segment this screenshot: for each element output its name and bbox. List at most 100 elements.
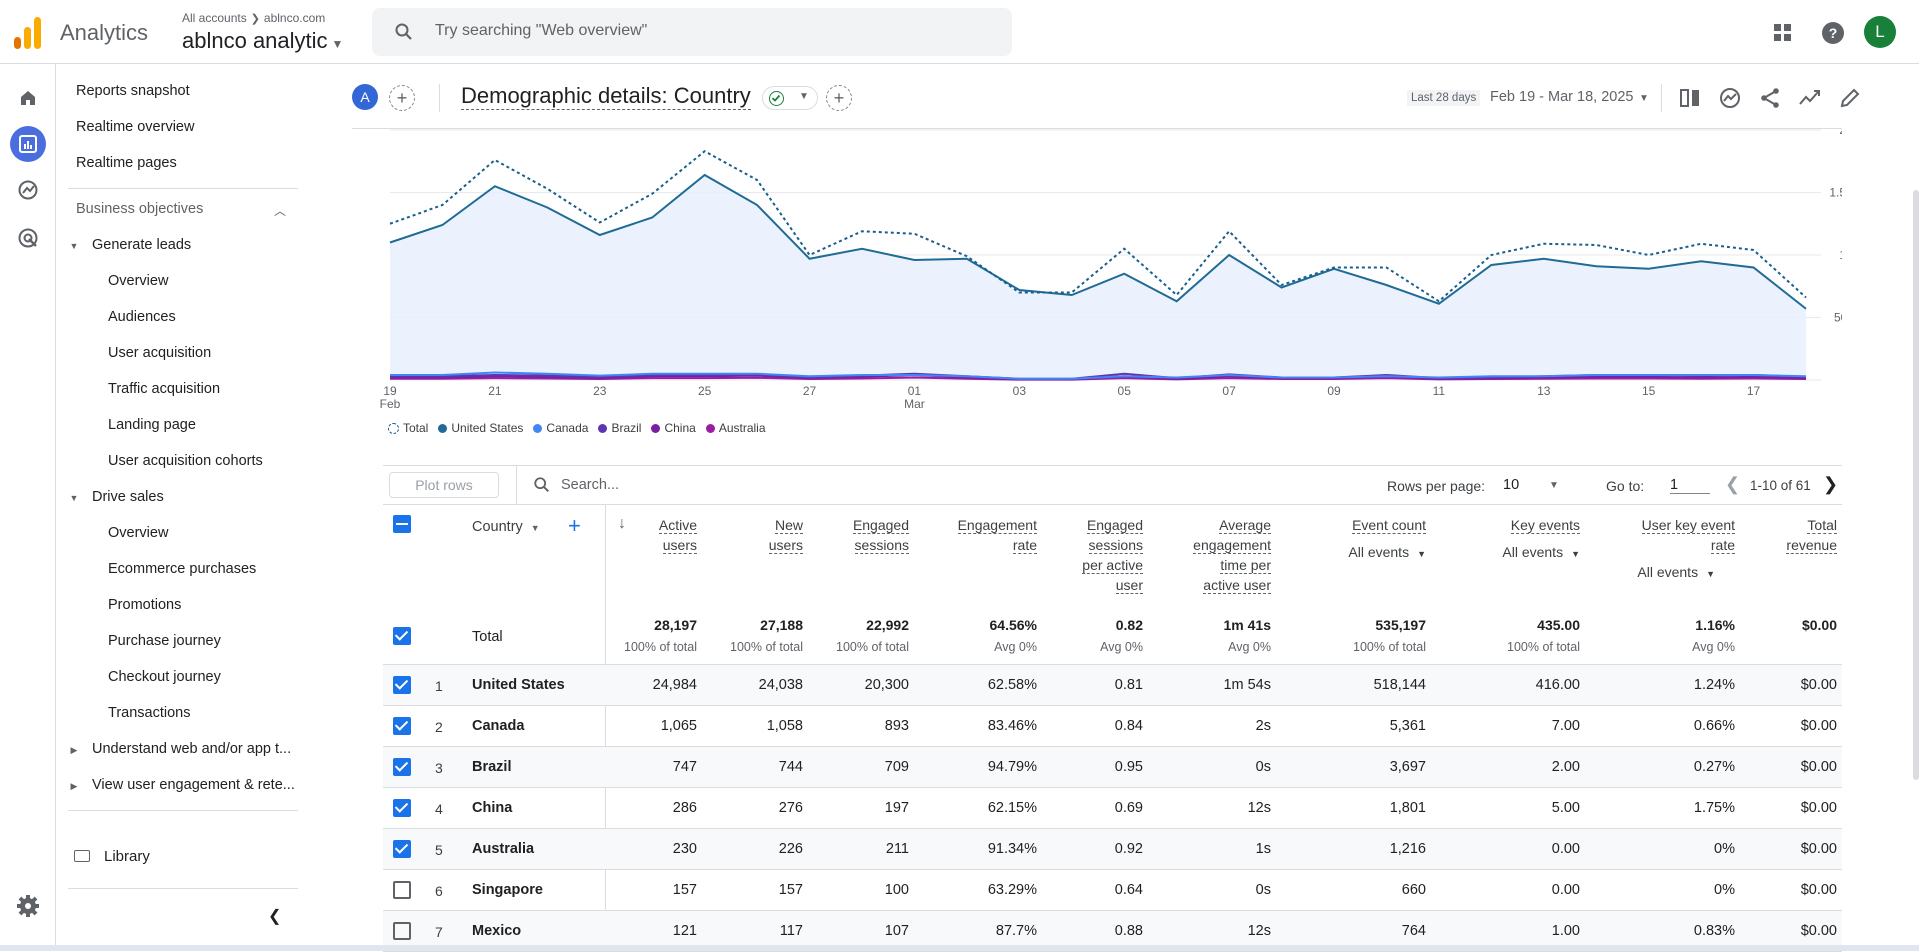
table-row[interactable]: 6 Singapore 157 157 100 63.29% 0.64 0s 660 0.00 0%…: [383, 870, 1842, 911]
row-checkbox[interactable]: [393, 840, 411, 858]
column-header-6[interactable]: Event count: [1296, 515, 1426, 535]
next-page-icon[interactable]: ❯: [1823, 474, 1839, 494]
row-checkbox[interactable]: [393, 799, 411, 817]
vertical-scrollbar[interactable]: [1913, 190, 1919, 780]
breadcrumb-site[interactable]: ablnco.com: [263, 11, 326, 25]
legend-item-canada[interactable]: Canada: [533, 421, 588, 435]
row-checkbox[interactable]: [393, 676, 411, 694]
column-header-5[interactable]: Average engagement time per active user: [1151, 515, 1271, 595]
collapse-sidebar-icon[interactable]: ❮: [268, 908, 282, 925]
sidebar-item-realtime-overview[interactable]: Realtime overview: [76, 119, 195, 135]
search-bar[interactable]: Try searching "Web overview": [372, 8, 1012, 56]
table-row[interactable]: 2 Canada 1,065 1,058 893 83.46% 0.84 2s 5,361 7.0…: [383, 706, 1842, 747]
analytics-logo-icon[interactable]: [14, 17, 42, 49]
column-header-2[interactable]: Engaged sessions: [809, 515, 909, 555]
sidebar-item-checkout-journey[interactable]: Checkout journey: [108, 669, 221, 685]
sidebar-item-reports-snapshot[interactable]: Reports snapshot: [76, 83, 190, 99]
help-icon[interactable]: ?: [1822, 22, 1844, 44]
row-country[interactable]: Mexico: [472, 923, 522, 939]
totals-checkbox[interactable]: [393, 627, 411, 645]
sidebar-group-drive-sales[interactable]: ▼ Drive sales: [56, 489, 164, 505]
column-header-7[interactable]: Key events: [1450, 515, 1580, 535]
sort-desc-icon[interactable]: ↓: [618, 515, 626, 532]
goto-page-input[interactable]: 1: [1670, 477, 1710, 494]
app-name[interactable]: Analytics: [60, 20, 149, 45]
row-checkbox[interactable]: [393, 717, 411, 735]
column-header-0[interactable]: Active users: [607, 515, 697, 555]
row-checkbox[interactable]: [393, 881, 411, 899]
row-country[interactable]: China: [472, 800, 513, 816]
row-checkbox[interactable]: [393, 922, 411, 940]
sidebar-item-landing-page[interactable]: Landing page: [108, 417, 196, 433]
settings-icon[interactable]: [16, 894, 40, 918]
avatar[interactable]: L: [1864, 16, 1896, 48]
column-header-4[interactable]: Engaged sessions per active user: [1043, 515, 1143, 595]
add-report-card-icon[interactable]: +: [826, 85, 852, 111]
dimension-selector[interactable]: Country ▼: [472, 519, 540, 535]
compare-icon[interactable]: [1678, 86, 1702, 110]
sidebar-item-traffic-acquisition[interactable]: Traffic acquisition: [108, 381, 221, 397]
breadcrumb-all-accounts[interactable]: All accounts: [182, 11, 247, 25]
plot-rows-button[interactable]: Plot rows: [389, 472, 499, 498]
legend-item-china[interactable]: China: [651, 421, 696, 435]
prev-page-icon[interactable]: ❮: [1725, 474, 1741, 494]
sidebar-item-transactions[interactable]: Transactions: [108, 705, 191, 721]
sidebar-group-user-engagement[interactable]: ▶ View user engagement & rete...: [56, 777, 295, 793]
row-country[interactable]: United States: [472, 677, 565, 693]
trend-icon[interactable]: [1798, 86, 1822, 110]
rows-per-page-select[interactable]: 10: [1503, 477, 1520, 493]
account-breadcrumb[interactable]: All accounts ❯ ablnco.com: [182, 11, 325, 25]
account-selector[interactable]: ablnco analytic ▼: [182, 28, 343, 54]
sidebar-item-ecommerce-purchases[interactable]: Ecommerce purchases: [108, 561, 257, 577]
table-row[interactable]: 5 Australia 230 226 211 91.34% 0.92 1s 1,216 0.00…: [383, 829, 1842, 870]
caret-down-icon[interactable]: ▼: [1639, 93, 1649, 104]
legend-item-united-states[interactable]: United States: [438, 421, 523, 435]
comparison-chip[interactable]: A: [352, 84, 378, 110]
add-dimension-icon[interactable]: +: [568, 513, 581, 538]
table-row[interactable]: 4 China 286 276 197 62.15% 0.69 12s 1,801 5.00 1.7…: [383, 788, 1842, 829]
sidebar-group-understand-web[interactable]: ▶ Understand web and/or app t...: [56, 741, 292, 757]
row-country[interactable]: Brazil: [472, 759, 512, 775]
column-header-8[interactable]: User key event rate: [1565, 515, 1735, 555]
sidebar-item-user-acquisition-cohorts[interactable]: User acquisition cohorts: [108, 453, 263, 469]
sidebar-item-sales-overview[interactable]: Overview: [108, 525, 169, 541]
row-country[interactable]: Canada: [472, 718, 525, 734]
table-row[interactable]: 3 Brazil 747 744 709 94.79% 0.95 0s 3,697 2.00 0.2…: [383, 747, 1842, 788]
table-search-input[interactable]: Search...: [561, 477, 620, 493]
row-checkbox[interactable]: [393, 758, 411, 776]
column-header-9[interactable]: Total revenue: [1747, 515, 1837, 555]
sidebar-item-leads-overview[interactable]: Overview: [108, 273, 169, 289]
sidebar-item-purchase-journey[interactable]: Purchase journey: [108, 633, 221, 649]
advertising-icon[interactable]: [14, 224, 42, 252]
insights-icon[interactable]: [1718, 86, 1742, 110]
event-filter-dropdown[interactable]: All events ▼: [1410, 544, 1580, 560]
column-header-1[interactable]: New users: [713, 515, 803, 555]
sidebar-item-user-acquisition[interactable]: User acquisition: [108, 345, 212, 361]
reports-icon[interactable]: [10, 126, 46, 162]
row-country[interactable]: Singapore: [472, 882, 543, 898]
column-header-3[interactable]: Engagement rate: [927, 515, 1037, 555]
table-row[interactable]: 1 United States 24,984 24,038 20,300 62.58% 0.…: [383, 665, 1842, 706]
explore-icon[interactable]: [14, 176, 42, 204]
legend-item-australia[interactable]: Australia: [705, 421, 766, 435]
edit-icon[interactable]: [1838, 86, 1862, 110]
home-icon[interactable]: [14, 84, 42, 112]
chevron-up-icon[interactable]: ︿: [274, 204, 287, 218]
select-all-checkbox[interactable]: [393, 515, 411, 533]
date-range-picker[interactable]: Feb 19 - Mar 18, 2025: [1490, 89, 1634, 105]
caret-down-icon[interactable]: ▼: [1549, 480, 1559, 491]
event-filter-dropdown[interactable]: All events ▼: [1256, 544, 1426, 560]
sidebar-group-generate-leads[interactable]: ▼ Generate leads: [56, 237, 192, 253]
row-country[interactable]: Australia: [472, 841, 535, 857]
report-status-pill[interactable]: ▼: [762, 86, 818, 110]
sidebar-item-library[interactable]: Library: [74, 848, 150, 865]
add-comparison-icon[interactable]: +: [389, 85, 415, 111]
legend-item-total[interactable]: Total: [388, 421, 428, 435]
apps-grid-icon[interactable]: [1774, 24, 1792, 42]
share-icon[interactable]: [1758, 86, 1782, 110]
sidebar-item-audiences[interactable]: Audiences: [108, 309, 176, 325]
horizontal-scrollbar[interactable]: [0, 945, 1919, 951]
legend-item-brazil[interactable]: Brazil: [598, 421, 641, 435]
sidebar-item-promotions[interactable]: Promotions: [108, 597, 182, 613]
event-filter-dropdown[interactable]: All events ▼: [1565, 564, 1735, 580]
